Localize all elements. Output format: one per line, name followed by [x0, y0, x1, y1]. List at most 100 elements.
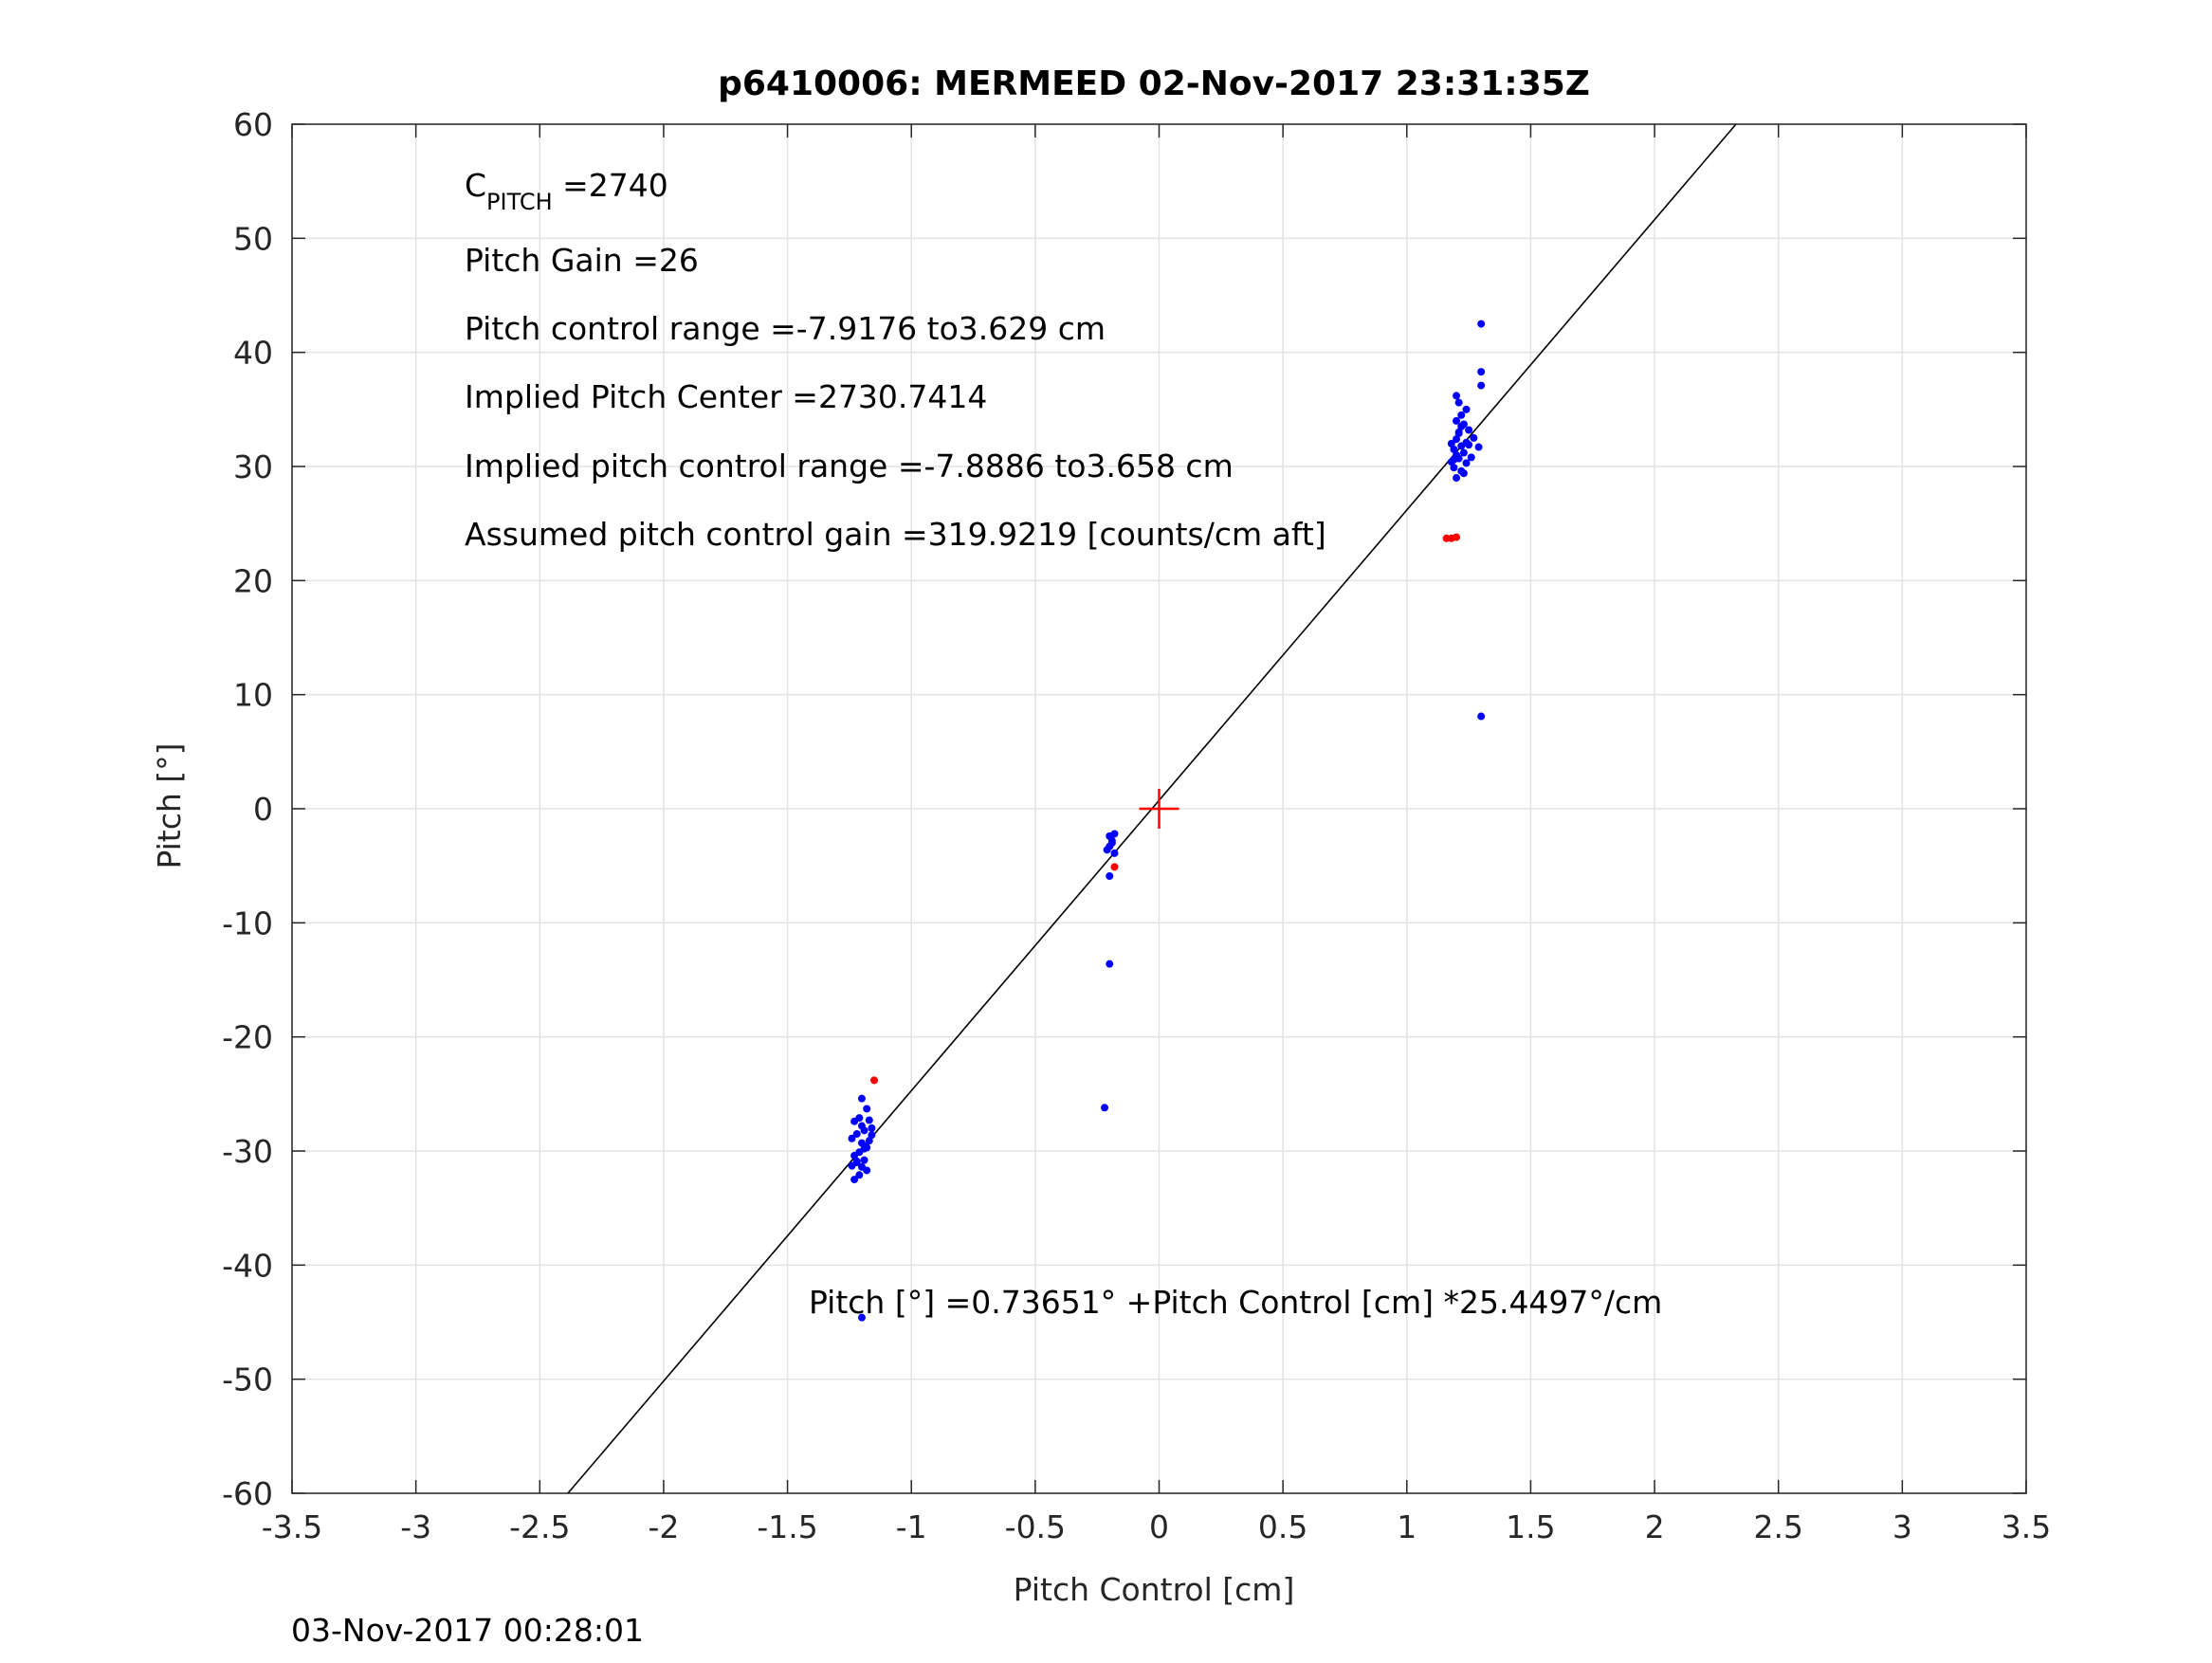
blue-point	[1107, 839, 1116, 848]
blue-point	[1101, 1104, 1109, 1112]
y-tick-label: 10	[233, 677, 273, 714]
blue-point	[868, 1124, 876, 1132]
c-pitch-value: =2740	[553, 167, 668, 204]
x-tick-label: -3.5	[262, 1508, 322, 1545]
blue-point	[1110, 849, 1119, 857]
x-tick-label: 1.5	[1506, 1508, 1555, 1545]
blue-point	[1453, 416, 1461, 425]
c-pitch-main: C	[465, 167, 486, 204]
y-tick-label: 40	[233, 335, 273, 372]
blue-point	[1474, 443, 1483, 451]
x-tick-label: 2	[1645, 1508, 1665, 1545]
y-tick-label: -60	[222, 1475, 273, 1512]
y-tick-label: -40	[222, 1247, 273, 1284]
blue-point	[1453, 435, 1461, 444]
blue-point	[865, 1137, 873, 1145]
annotation-assumed-gain: Assumed pitch control gain =319.9219 [co…	[465, 516, 1326, 553]
y-tick-label: -50	[222, 1361, 273, 1398]
blue-point	[1459, 469, 1468, 478]
blue-point	[857, 1139, 866, 1147]
blue-point	[1447, 439, 1455, 448]
annotation-pitch-gain: Pitch Gain =26	[465, 242, 699, 279]
blue-point	[1470, 433, 1478, 442]
y-tick-label: 30	[233, 448, 273, 485]
blue-point	[1454, 429, 1463, 438]
x-axis-label: Pitch Control [cm]	[1014, 1571, 1295, 1608]
chart-title: p6410006: MERMEED 02-Nov-2017 23:31:35Z	[718, 64, 1590, 103]
blue-point	[860, 1156, 868, 1164]
blue-point	[1110, 830, 1119, 838]
annotation-pitch-control-range: Pitch control range =-7.9176 to3.629 cm	[465, 310, 1106, 347]
blue-point	[1477, 712, 1486, 721]
blue-point	[1453, 392, 1461, 400]
x-tick-label: -1.5	[757, 1508, 817, 1545]
blue-point	[1457, 422, 1466, 430]
blue-point	[1454, 398, 1463, 407]
grid-lines	[291, 123, 2027, 1494]
y-tick-label: -10	[222, 905, 273, 941]
y-tick-labels: 60 50 40 30 20 10 0 -10 -20 -30 -40 -50 -60	[222, 106, 273, 1512]
y-tick-label: 20	[233, 562, 273, 599]
blue-point	[852, 1129, 861, 1138]
blue-point	[1462, 459, 1471, 467]
blue-point	[850, 1117, 859, 1125]
blue-point	[857, 1122, 866, 1130]
blue-point	[1477, 320, 1486, 328]
axes-frame	[291, 123, 2027, 1494]
blue-point	[1450, 445, 1458, 453]
blue-point	[1103, 846, 1111, 854]
x-tick-label: -0.5	[1005, 1508, 1066, 1545]
blue-point	[860, 1144, 868, 1153]
x-tick-label: 3	[1892, 1508, 1912, 1545]
red-point	[1110, 863, 1119, 871]
data-points	[848, 320, 1486, 1322]
blue-point	[1467, 453, 1475, 462]
blue-point	[1459, 448, 1468, 457]
plot-area	[567, 123, 1737, 1494]
blue-point	[1477, 381, 1486, 390]
x-tick-label: 0.5	[1258, 1508, 1307, 1545]
blue-point	[850, 1151, 859, 1160]
blue-point	[1462, 438, 1471, 447]
x-tick-labels: -3.5 -3 -2.5 -2 -1.5 -1 -0.5 0 0.5 1 1.5 2 2.5 3 3.5	[262, 1508, 2051, 1545]
annotation-c-pitch: CPITCH =2740	[465, 167, 668, 215]
red-point	[870, 1076, 879, 1085]
blue-point	[1457, 411, 1466, 419]
blue-point	[1106, 871, 1114, 880]
x-tick-label: 3.5	[2002, 1508, 2051, 1545]
y-tick-label: -30	[222, 1133, 273, 1170]
blue-point	[1477, 368, 1486, 376]
blue-point	[863, 1105, 871, 1113]
x-tick-label: 2.5	[1753, 1508, 1802, 1545]
blue-point	[863, 1166, 871, 1175]
red-point	[1453, 533, 1461, 541]
blue-point	[857, 1094, 866, 1103]
y-tick-label: 50	[233, 220, 273, 257]
blue-point	[1106, 959, 1114, 968]
blue-point	[848, 1134, 856, 1142]
blue-point	[1453, 474, 1461, 483]
y-tick-label: 0	[253, 791, 273, 828]
c-pitch-sub: PITCH	[486, 189, 553, 215]
blue-point	[1450, 455, 1458, 464]
x-tick-label: 1	[1397, 1508, 1417, 1545]
center-marker	[1139, 789, 1179, 829]
y-tick-label: -20	[222, 1019, 273, 1056]
x-tick-label: -2	[648, 1508, 679, 1545]
blue-point	[1450, 464, 1458, 472]
y-axis-label: Pitch [°]	[151, 742, 188, 868]
blue-point	[855, 1171, 864, 1179]
y-tick-label: 60	[233, 106, 273, 143]
x-tick-label: 0	[1149, 1508, 1169, 1545]
x-tick-label: -2.5	[509, 1508, 570, 1545]
annotation-implied-range: Implied pitch control range =-7.8886 to3…	[465, 448, 1234, 484]
annotation-implied-center: Implied Pitch Center =2730.7414	[465, 378, 987, 415]
x-tick-label: -1	[896, 1508, 927, 1545]
blue-point	[852, 1157, 861, 1165]
footer-timestamp: 03-Nov-2017 00:28:01	[291, 1612, 644, 1649]
blue-point	[1462, 405, 1471, 413]
blue-point	[865, 1116, 873, 1124]
blue-point	[848, 1161, 856, 1170]
